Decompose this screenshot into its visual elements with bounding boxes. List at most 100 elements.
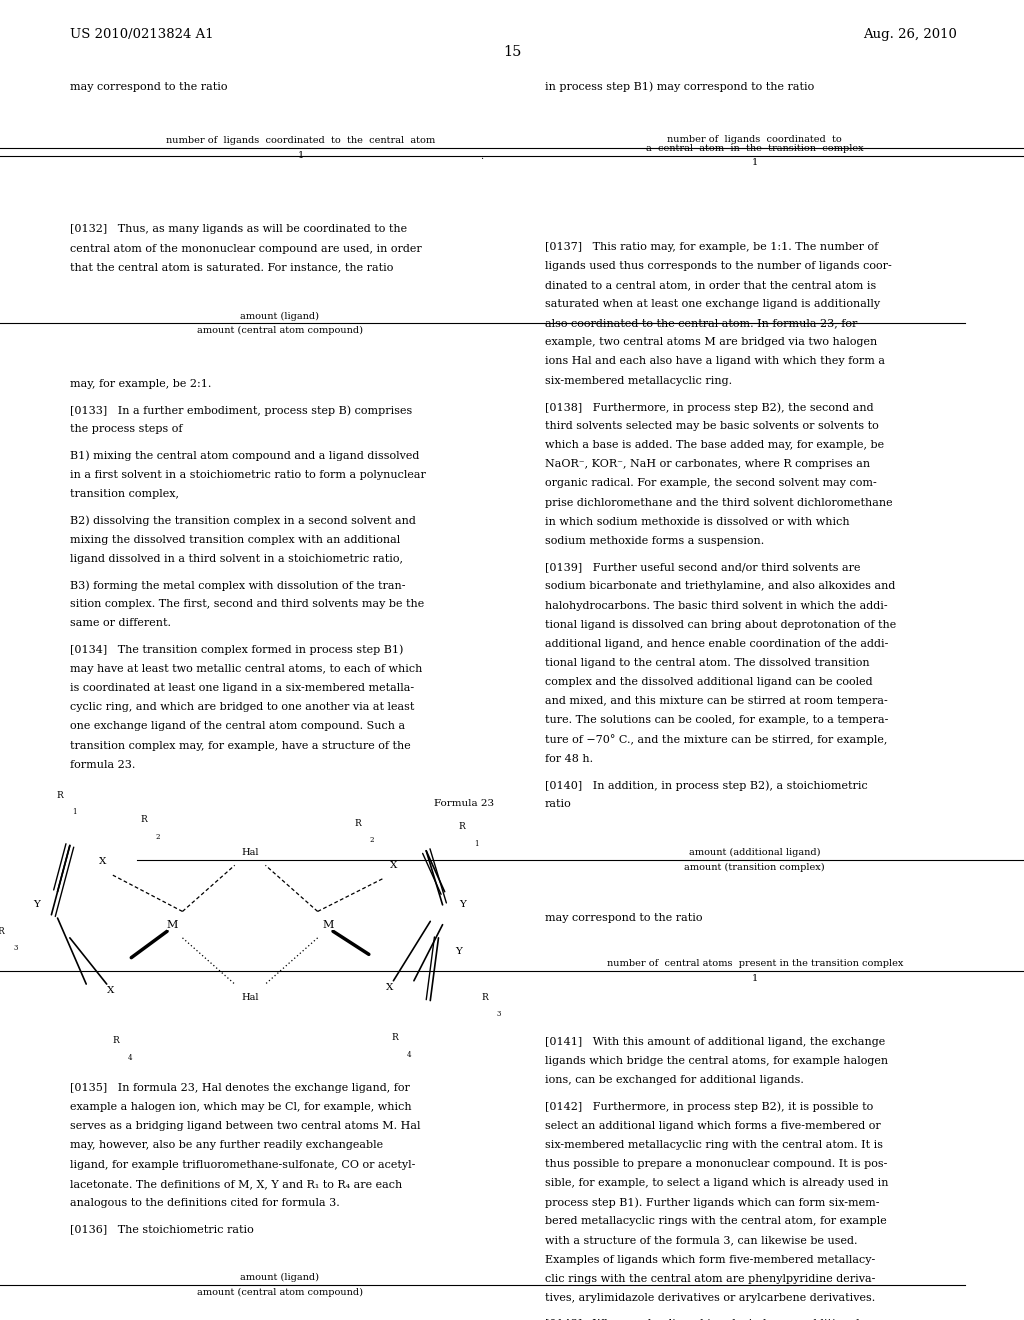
Text: dinated to a central atom, in order that the central atom is: dinated to a central atom, in order that… (545, 280, 876, 290)
Text: clic rings with the central atom are phenylpyridine deriva-: clic rings with the central atom are phe… (545, 1274, 876, 1284)
Text: Y: Y (460, 900, 467, 909)
Text: [0139]   Further useful second and/or third solvents are: [0139] Further useful second and/or thir… (545, 562, 860, 573)
Text: may have at least two metallic central atoms, to each of which: may have at least two metallic central a… (70, 664, 422, 675)
Text: amount (central atom compound): amount (central atom compound) (197, 326, 362, 335)
Text: ligands used thus corresponds to the number of ligands coor-: ligands used thus corresponds to the num… (545, 261, 892, 271)
Text: six-membered metallacyclic ring.: six-membered metallacyclic ring. (545, 375, 732, 385)
Text: ratio: ratio (545, 799, 571, 809)
Text: [0138]   Furthermore, in process step B2), the second and: [0138] Furthermore, in process step B2),… (545, 401, 873, 413)
Text: select an additional ligand which forms a five-membered or: select an additional ligand which forms … (545, 1121, 881, 1131)
Text: number of  ligands  coordinated  to: number of ligands coordinated to (668, 135, 842, 144)
Text: Y: Y (34, 900, 41, 909)
Text: tional ligand to the central atom. The dissolved transition: tional ligand to the central atom. The d… (545, 657, 869, 668)
Text: same or different.: same or different. (70, 618, 171, 628)
Text: in a first solvent in a stoichiometric ratio to form a polynuclear: in a first solvent in a stoichiometric r… (70, 470, 426, 480)
Text: which a base is added. The base added may, for example, be: which a base is added. The base added ma… (545, 440, 884, 450)
Text: R: R (481, 993, 487, 1002)
Text: sible, for example, to select a ligand which is already used in: sible, for example, to select a ligand w… (545, 1177, 888, 1188)
Text: saturated when at least one exchange ligand is additionally: saturated when at least one exchange lig… (545, 298, 880, 309)
Text: B3) forming the metal complex with dissolution of the tran-: B3) forming the metal complex with disso… (70, 581, 406, 591)
Text: X: X (99, 858, 106, 866)
Text: with a structure of the formula 3, can likewise be used.: with a structure of the formula 3, can l… (545, 1236, 857, 1246)
Text: amount (ligand): amount (ligand) (240, 312, 319, 321)
Text: amount (additional ligand): amount (additional ligand) (689, 849, 820, 857)
Text: analogous to the definitions cited for formula 3.: analogous to the definitions cited for f… (70, 1199, 339, 1208)
Text: 2: 2 (156, 833, 161, 841)
Text: in process step B1) may correspond to the ratio: in process step B1) may correspond to th… (545, 82, 814, 92)
Text: lacetonate. The definitions of M, X, Y and R₁ to R₄ are each: lacetonate. The definitions of M, X, Y a… (70, 1179, 401, 1189)
Text: may, however, also be any further readily exchangeable: may, however, also be any further readil… (70, 1140, 383, 1151)
Text: may correspond to the ratio: may correspond to the ratio (70, 82, 227, 92)
Text: mixing the dissolved transition complex with an additional: mixing the dissolved transition complex … (70, 535, 400, 545)
Text: organic radical. For example, the second solvent may com-: organic radical. For example, the second… (545, 478, 877, 488)
Text: 1: 1 (297, 150, 304, 160)
Text: cyclic ring, and which are bridged to one another via at least: cyclic ring, and which are bridged to on… (70, 702, 414, 713)
Text: X: X (390, 861, 397, 870)
Text: central atom of the mononuclear compound are used, in order: central atom of the mononuclear compound… (70, 244, 422, 253)
Text: a  central  atom  in  the  transition  complex: a central atom in the transition complex (646, 144, 863, 153)
Text: formula 23.: formula 23. (70, 759, 135, 770)
Text: B2) dissolving the transition complex in a second solvent and: B2) dissolving the transition complex in… (70, 516, 416, 527)
Text: [0141]   With this amount of additional ligand, the exchange: [0141] With this amount of additional li… (545, 1036, 885, 1047)
Text: ions, can be exchanged for additional ligands.: ions, can be exchanged for additional li… (545, 1074, 804, 1085)
Text: and mixed, and this mixture can be stirred at room tempera-: and mixed, and this mixture can be stirr… (545, 696, 888, 706)
Text: sition complex. The first, second and third solvents may be the: sition complex. The first, second and th… (70, 599, 424, 610)
Text: amount (transition complex): amount (transition complex) (684, 863, 825, 871)
Text: R: R (56, 791, 62, 800)
Text: one exchange ligand of the central atom compound. Such a: one exchange ligand of the central atom … (70, 721, 404, 731)
Text: [0132]   Thus, as many ligands as will be coordinated to the: [0132] Thus, as many ligands as will be … (70, 224, 407, 235)
Text: X: X (108, 986, 115, 995)
Text: additional ligand, and hence enable coordination of the addi-: additional ligand, and hence enable coor… (545, 639, 888, 649)
Text: 4: 4 (407, 1051, 412, 1059)
Text: 1: 1 (752, 974, 758, 982)
Text: sodium methoxide forms a suspension.: sodium methoxide forms a suspension. (545, 536, 764, 546)
Text: Hal: Hal (242, 993, 259, 1002)
Text: [0142]   Furthermore, in process step B2), it is possible to: [0142] Furthermore, in process step B2),… (545, 1101, 873, 1113)
Text: [0134]   The transition complex formed in process step B1): [0134] The transition complex formed in … (70, 644, 403, 656)
Text: prise dichloromethane and the third solvent dichloromethane: prise dichloromethane and the third solv… (545, 498, 892, 508)
Text: that the central atom is saturated. For instance, the ratio: that the central atom is saturated. For … (70, 263, 393, 273)
Text: 4: 4 (128, 1053, 133, 1063)
Text: the process steps of: the process steps of (70, 425, 182, 434)
Text: .: . (479, 152, 483, 161)
Text: is coordinated at least one ligand in a six-membered metalla-: is coordinated at least one ligand in a … (70, 682, 414, 693)
Text: 15: 15 (503, 45, 521, 59)
Text: Y: Y (456, 946, 463, 956)
Text: ligand dissolved in a third solvent in a stoichiometric ratio,: ligand dissolved in a third solvent in a… (70, 554, 402, 564)
Text: tives, arylimidazole derivatives or arylcarbene derivatives.: tives, arylimidazole derivatives or aryl… (545, 1292, 876, 1303)
Text: tional ligand is dissolved can bring about deprotonation of the: tional ligand is dissolved can bring abo… (545, 619, 896, 630)
Text: [0136]   The stoichiometric ratio: [0136] The stoichiometric ratio (70, 1225, 253, 1234)
Text: R: R (354, 818, 360, 828)
Text: number of  central atoms  present in the transition complex: number of central atoms present in the t… (606, 960, 903, 968)
Text: halohydrocarbons. The basic third solvent in which the addi-: halohydrocarbons. The basic third solven… (545, 601, 888, 611)
Text: M: M (323, 920, 334, 929)
Text: ligand, for example trifluoromethane-sulfonate, CO or acetyl-: ligand, for example trifluoromethane-sul… (70, 1160, 415, 1170)
Text: B1) mixing the central atom compound and a ligand dissolved: B1) mixing the central atom compound and… (70, 451, 419, 462)
Text: R: R (113, 1036, 119, 1045)
Text: amount (ligand): amount (ligand) (240, 1274, 319, 1282)
Text: complex and the dissolved additional ligand can be cooled: complex and the dissolved additional lig… (545, 677, 872, 688)
Text: thus possible to prepare a mononuclear compound. It is pos-: thus possible to prepare a mononuclear c… (545, 1159, 887, 1170)
Text: 3: 3 (13, 945, 17, 953)
Text: sodium bicarbonate and triethylamine, and also alkoxides and: sodium bicarbonate and triethylamine, an… (545, 581, 895, 591)
Text: bered metallacyclic rings with the central atom, for example: bered metallacyclic rings with the centr… (545, 1216, 887, 1226)
Text: Examples of ligands which form five-membered metallacy-: Examples of ligands which form five-memb… (545, 1254, 876, 1265)
Text: NaOR⁻, KOR⁻, NaH or carbonates, where R comprises an: NaOR⁻, KOR⁻, NaH or carbonates, where R … (545, 459, 870, 470)
Text: for 48 h.: for 48 h. (545, 754, 593, 764)
Text: Formula 23: Formula 23 (434, 800, 495, 808)
Text: R: R (0, 927, 4, 936)
Text: 1: 1 (72, 808, 77, 817)
Text: ions Hal and each also have a ligand with which they form a: ions Hal and each also have a ligand wit… (545, 356, 885, 367)
Text: may, for example, be 2:1.: may, for example, be 2:1. (70, 379, 211, 389)
Text: transition complex,: transition complex, (70, 490, 178, 499)
Text: ture of −70° C., and the mixture can be stirred, for example,: ture of −70° C., and the mixture can be … (545, 734, 887, 746)
Text: in which sodium methoxide is dissolved or with which: in which sodium methoxide is dissolved o… (545, 516, 849, 527)
Text: 3: 3 (497, 1011, 501, 1019)
Text: [0140]   In addition, in process step B2), a stoichiometric: [0140] In addition, in process step B2),… (545, 780, 867, 791)
Text: [0133]   In a further embodiment, process step B) comprises: [0133] In a further embodiment, process … (70, 405, 412, 416)
Text: Aug. 26, 2010: Aug. 26, 2010 (863, 28, 957, 41)
Text: [0135]   In formula 23, Hal denotes the exchange ligand, for: [0135] In formula 23, Hal denotes the ex… (70, 1082, 410, 1093)
Text: 1: 1 (752, 158, 758, 168)
Text: serves as a bridging ligand between two central atoms M. Hal: serves as a bridging ligand between two … (70, 1122, 420, 1131)
Text: R: R (140, 816, 146, 824)
